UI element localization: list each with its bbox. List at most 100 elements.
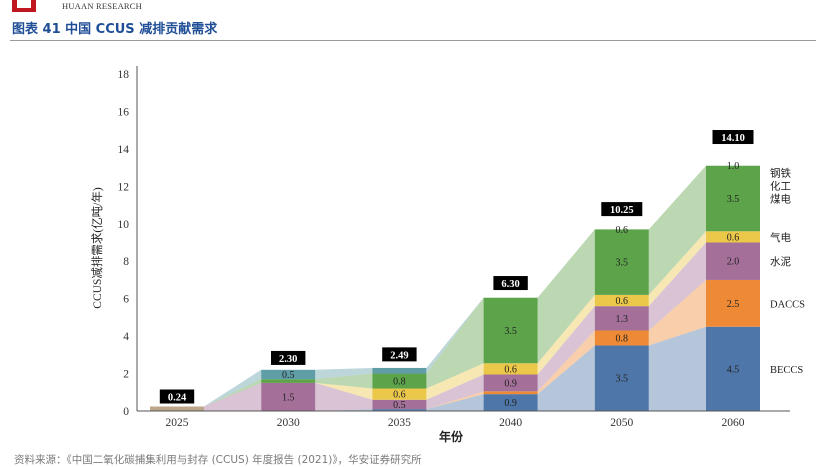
bar-2060-daccs	[706, 279, 760, 327]
band-cement	[537, 306, 595, 392]
series-label-beccs: BECCS	[770, 365, 803, 376]
segment-label: 4.5	[727, 364, 740, 375]
band-chemical	[315, 367, 373, 380]
segment-label: 3.5	[616, 374, 629, 385]
segment-label: 1.5	[282, 392, 295, 403]
bar-2035-gas-power	[372, 388, 427, 400]
x-tick-label: 2035	[388, 417, 411, 429]
segment-label: 0.6	[393, 390, 406, 401]
segment-label: 0.6	[616, 296, 629, 307]
bar-2040-coal-power	[483, 297, 538, 364]
total-label: 0.24	[168, 393, 187, 404]
band-gas-power	[426, 363, 484, 400]
title-divider	[10, 40, 816, 41]
bar-2050-coal-power	[594, 229, 649, 295]
bar-2060-cement	[706, 242, 760, 280]
band-coal-power	[648, 165, 706, 295]
x-tick-label: 2025	[166, 417, 189, 429]
segment-label: 3.5	[504, 326, 517, 337]
y-tick-label: 6	[123, 294, 129, 306]
total-label: 2.30	[279, 354, 297, 365]
y-tick-label: 16	[118, 106, 130, 118]
band-daccs	[648, 279, 706, 346]
segment-label: 0.9	[504, 398, 517, 409]
segment-label: 0.5	[282, 370, 295, 381]
bar-2040-gas-power	[483, 363, 538, 375]
bars	[150, 165, 760, 411]
band-beccs	[648, 326, 706, 411]
segment-label: 1.0	[727, 161, 740, 172]
series-label-cement: 水泥	[770, 255, 791, 268]
y-axis-title: CCUS减排需求(亿吨/年)	[90, 187, 104, 309]
axes: CCUS减排需求(亿吨/年) 年份	[90, 66, 790, 444]
series-label-daccs: DACCS	[770, 299, 805, 310]
band-beccs	[426, 394, 484, 411]
bar-2030-cement	[261, 382, 316, 411]
band-beccs	[537, 345, 595, 411]
series-label-chemical: 化工	[770, 180, 791, 193]
connector-bands	[204, 165, 706, 411]
segment-label: 1.3	[616, 314, 629, 325]
tick-labels: 0 2 4 6 8 10 12 14 16 18 2025 2030 2035 2040 2050 2060	[118, 69, 745, 429]
bar-2035-cement	[372, 399, 427, 410]
bar-2060-gas-power	[706, 231, 760, 243]
band-chemical	[426, 297, 484, 374]
band-cement	[204, 382, 262, 411]
bar-2030-chemical	[261, 369, 316, 380]
total-label-box	[601, 202, 643, 217]
bar-2050-beccs	[594, 345, 649, 411]
bar-2060-coal-power	[706, 165, 760, 232]
band-daccs	[537, 330, 595, 395]
bar-2040-beccs	[483, 394, 538, 411]
y-tick-label: 0	[123, 406, 129, 418]
segment-label: 3.5	[727, 194, 740, 205]
bar-2030-coal-power	[261, 379, 316, 383]
total-label: 2.49	[390, 350, 408, 361]
total-label-box	[271, 350, 306, 365]
bar-2040-cement	[483, 374, 538, 392]
x-axis-title: 年份	[439, 429, 464, 444]
total-label-box	[493, 276, 528, 291]
total-label-box	[382, 347, 417, 362]
bar-2035-chemical	[372, 367, 427, 374]
data-labels: 0.24 1.50.52.300.50.60.82.490.90.90.63.56…	[159, 130, 754, 411]
band-cement	[315, 382, 373, 411]
x-tick-label: 2040	[499, 417, 522, 429]
series-label-gas-power: 气电	[770, 231, 791, 244]
bar-2040-daccs	[483, 391, 538, 395]
segment-label: 0.5	[393, 400, 406, 411]
bar-2035-coal-power	[372, 373, 427, 389]
x-tick-label: 2050	[610, 417, 633, 429]
bar-2050-gas-power	[594, 294, 649, 307]
y-tick-label: 4	[123, 331, 129, 343]
brand-logo-icon	[12, 0, 36, 12]
total-label: 14.10	[721, 133, 745, 144]
segment-label: 0.6	[727, 232, 740, 243]
y-tick-label: 8	[123, 256, 129, 268]
total-label: 6.30	[501, 279, 519, 290]
band-chemical	[204, 369, 262, 407]
y-tick-label: 14	[118, 144, 130, 156]
bar-2050-cement	[594, 306, 649, 331]
total-label: 10.25	[610, 205, 634, 216]
series-label-steel: 钢铁	[770, 167, 791, 180]
band-gas-power	[315, 382, 373, 400]
band-gas-power	[537, 294, 595, 375]
bar-2060-beccs	[706, 326, 760, 411]
x-tick-label: 2030	[277, 417, 300, 429]
bar-2025-cement	[150, 406, 204, 411]
segment-label: 0.6	[616, 225, 629, 236]
bar-2050-daccs	[594, 330, 649, 346]
source-note: 资料来源：《中国二氧化碳捕集利用与封存 (CCUS) 年度报告 (2021)》，…	[14, 454, 422, 466]
segment-label: 0.8	[616, 333, 629, 344]
segment-label: 3.5	[616, 258, 629, 269]
band-gas-power	[648, 231, 706, 307]
band-cement	[426, 374, 484, 410]
y-tick-label: 2	[123, 369, 129, 381]
y-tick-label: 10	[118, 219, 130, 231]
figure-title: 图表 41 中国 CCUS 减排贡献需求	[12, 22, 218, 37]
band-coal-power	[537, 229, 595, 364]
segment-label: 2.5	[727, 299, 740, 310]
